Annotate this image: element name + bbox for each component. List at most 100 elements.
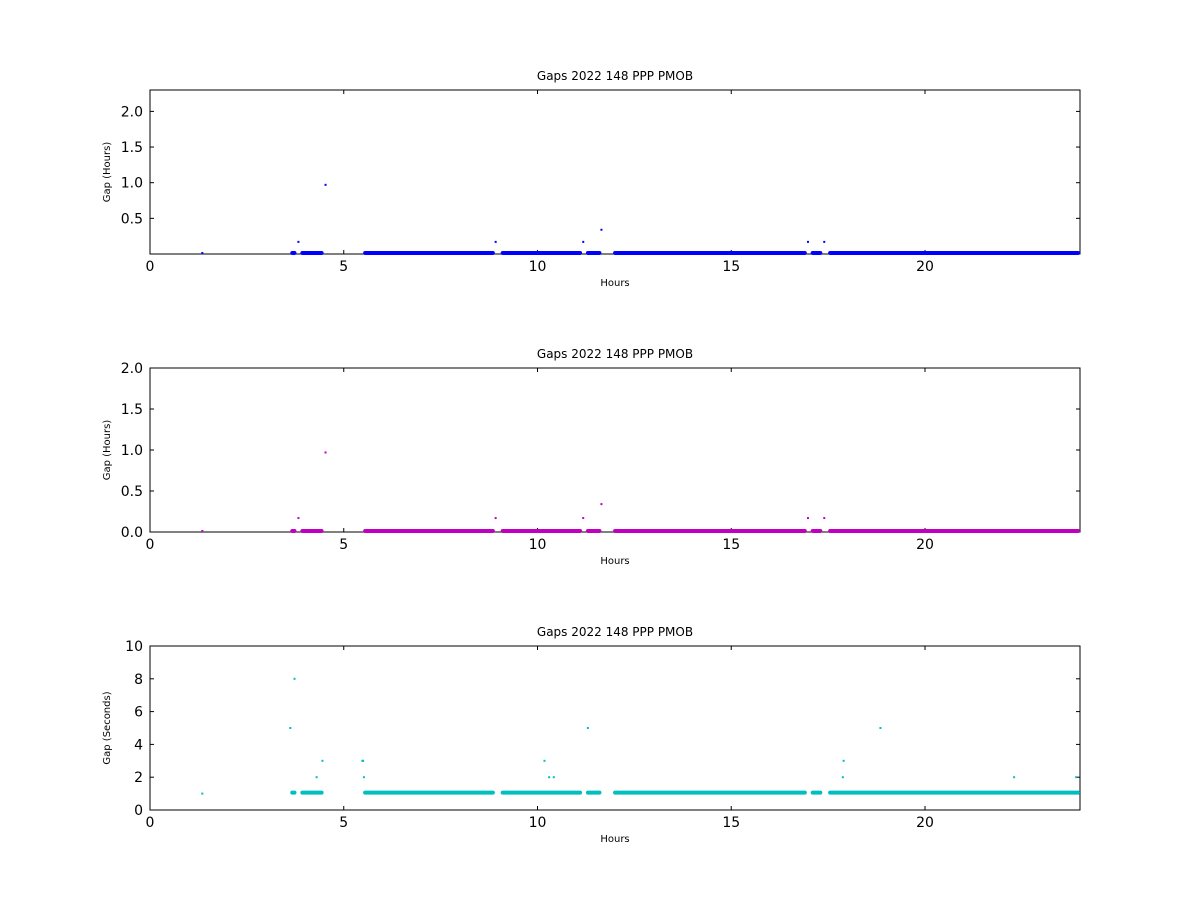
data-run	[500, 251, 583, 255]
data-point	[552, 776, 555, 779]
y-tick-label: 1.0	[121, 176, 143, 192]
data-run	[613, 251, 807, 255]
y-tick-label: 2.0	[121, 104, 143, 120]
data-point	[289, 727, 292, 729]
y-tick-label: 10	[125, 639, 143, 655]
y-tick-label: 0	[134, 803, 143, 819]
chart-title: Gaps 2022 148 PPP PMOB	[537, 69, 693, 83]
data-run	[300, 529, 324, 533]
data-point	[324, 451, 327, 454]
chart-title: Gaps 2022 148 PPP PMOB	[537, 347, 693, 361]
plot-frame	[149, 89, 1081, 255]
y-tick-label: 0.0	[121, 525, 143, 541]
data-point	[362, 776, 365, 779]
chart-title: Gaps 2022 148 PPP PMOB	[537, 625, 693, 639]
x-tick-label: 20	[916, 259, 934, 275]
data-run	[828, 529, 1080, 533]
y-axis-label: Gap (Hours)	[102, 142, 113, 203]
data-run	[613, 529, 807, 533]
data-point	[600, 228, 603, 231]
data-point	[315, 776, 318, 779]
x-tick-label: 5	[339, 259, 348, 275]
x-axis-label: Hours	[600, 556, 629, 567]
data-run	[585, 790, 602, 795]
data-point	[293, 677, 296, 680]
data-point	[1013, 776, 1016, 779]
data-run	[363, 790, 495, 795]
y-tick-label: 0.5	[121, 211, 143, 227]
y-tick-label: 8	[134, 672, 143, 688]
data-run	[585, 251, 602, 255]
data-run	[810, 529, 823, 533]
data-run	[810, 790, 823, 795]
data-point	[1075, 776, 1078, 779]
data-run	[290, 790, 297, 795]
data-run	[300, 251, 324, 255]
data-run	[585, 529, 602, 533]
data-point	[806, 240, 809, 243]
x-tick-label: 20	[916, 537, 934, 553]
y-tick-label: 1.5	[121, 402, 143, 418]
data-run	[300, 790, 324, 795]
data-point	[600, 503, 603, 506]
data-point	[362, 759, 365, 762]
x-tick-label: 15	[722, 815, 740, 831]
data-point	[842, 759, 845, 762]
y-axis-label: Gap (Hours)	[102, 420, 113, 481]
data-point	[494, 240, 497, 243]
data-point	[823, 240, 826, 243]
y-tick-label: 0.5	[121, 484, 143, 500]
y-tick-label: 4	[134, 737, 143, 753]
x-tick-label: 5	[339, 815, 348, 831]
data-point	[321, 759, 324, 762]
data-point	[324, 183, 327, 186]
x-tick-label: 15	[722, 259, 740, 275]
x-tick-label: 10	[529, 815, 547, 831]
data-point	[548, 776, 551, 779]
y-tick-label: 1.0	[121, 443, 143, 459]
data-run	[810, 251, 823, 255]
chart-panel-1: Gaps 2022 148 PPP PMOB Hours Gap (Hours) 0 5…	[102, 69, 1081, 289]
data-run	[613, 790, 807, 795]
x-tick-label: 0	[146, 537, 155, 553]
data-run	[828, 251, 1080, 255]
data-run	[363, 251, 495, 255]
data-point	[297, 517, 300, 520]
x-tick-label: 15	[722, 537, 740, 553]
data-point	[582, 517, 585, 520]
y-tick-label: 1.5	[121, 140, 143, 156]
x-axis-label: Hours	[600, 278, 629, 289]
x-axis-label: Hours	[600, 834, 629, 845]
plot-frame	[149, 645, 1081, 811]
data-point	[201, 792, 204, 795]
data-point	[543, 759, 546, 762]
data-run	[500, 529, 583, 533]
chart-panel-3: Gaps 2022 148 PPP PMOB Hours Gap (Seconds)…	[102, 625, 1081, 845]
x-tick-label: 20	[916, 815, 934, 831]
x-tick-label: 5	[339, 537, 348, 553]
data-point	[201, 530, 204, 532]
y-tick-label: 2	[134, 770, 143, 786]
data-point	[582, 240, 585, 243]
y-tick-label: 6	[134, 705, 143, 721]
y-axis-label: Gap (Seconds)	[102, 691, 113, 764]
y-tick-label: 2.0	[121, 361, 143, 377]
data-point	[806, 517, 809, 520]
plot-frame	[149, 367, 1081, 533]
x-tick-label: 0	[146, 259, 155, 275]
data-point	[823, 517, 826, 520]
data-run	[290, 251, 297, 255]
data-point	[879, 727, 882, 729]
data-point	[494, 517, 497, 520]
data-point	[841, 776, 844, 779]
data-run	[828, 790, 1080, 795]
data-run	[500, 790, 583, 795]
data-run	[363, 529, 495, 533]
x-tick-label: 0	[146, 815, 155, 831]
data-point	[201, 252, 204, 254]
data-point	[586, 727, 589, 729]
data-point	[297, 240, 300, 243]
chart-panel-2: Gaps 2022 148 PPP PMOB Hours Gap (Hours) 0 5…	[102, 347, 1081, 567]
x-tick-label: 10	[529, 259, 547, 275]
